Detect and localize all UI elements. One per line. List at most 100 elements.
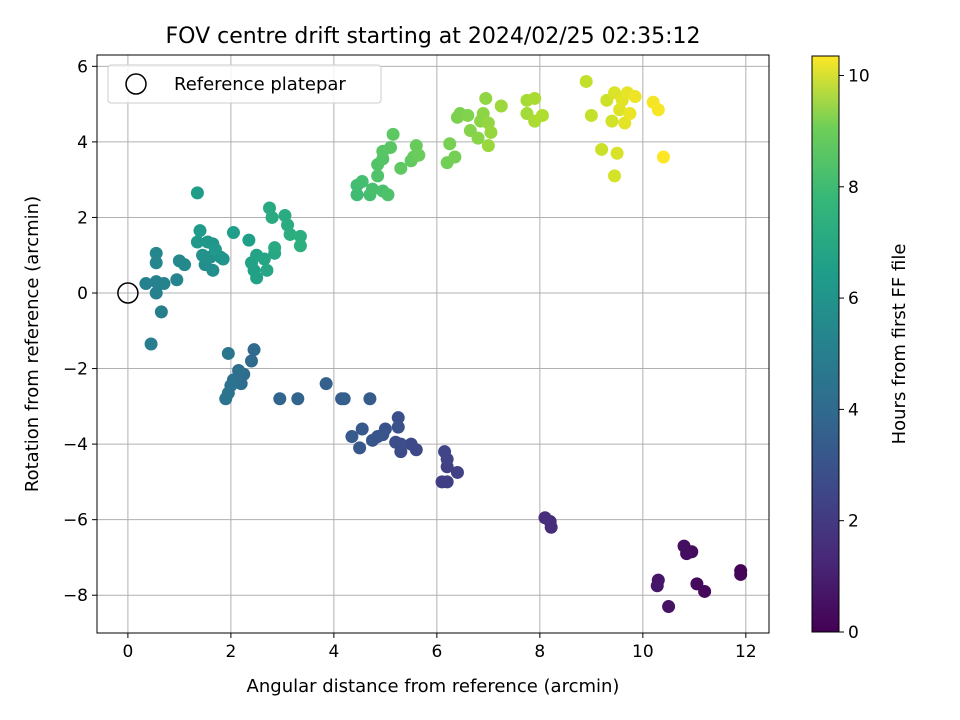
data-point (584, 108, 598, 122)
data-point (365, 433, 379, 447)
data-point (579, 74, 593, 88)
x-tick-label: 8 (534, 642, 545, 662)
colorbar-tick-label: 8 (848, 178, 859, 198)
y-tick-label: −4 (63, 435, 88, 455)
y-tick-label: 2 (77, 208, 88, 228)
data-point (734, 567, 748, 581)
y-tick-label: 6 (77, 57, 88, 77)
data-point (355, 175, 369, 189)
data-point (350, 188, 364, 202)
data-point (283, 227, 297, 241)
data-point (293, 239, 307, 253)
data-point (677, 539, 691, 553)
data-point (149, 286, 163, 300)
colorbar-tick-label: 2 (848, 512, 859, 532)
data-point (170, 273, 184, 287)
data-point (440, 475, 454, 489)
chart-title: FOV centre drift starting at 2024/02/25 … (166, 24, 701, 49)
data-point (595, 142, 609, 156)
y-tick-label: −8 (63, 586, 88, 606)
legend-reference-icon (125, 73, 147, 95)
data-point (157, 277, 171, 291)
data-point (250, 271, 264, 285)
data-point (371, 169, 385, 183)
colorbar-tick-label: 10 (848, 66, 870, 86)
data-point (345, 430, 359, 444)
grid (97, 55, 769, 633)
data-point (149, 246, 163, 260)
legend: Reference platepar (107, 64, 382, 104)
data-point (193, 224, 207, 238)
colorbar-tick-label: 0 (848, 623, 859, 643)
data-point (190, 235, 204, 249)
data-point (247, 343, 261, 357)
data-point (291, 392, 305, 406)
data-point (690, 577, 704, 591)
data-point (154, 305, 168, 319)
plot-frame (96, 54, 770, 634)
y-tick-label: 0 (77, 284, 88, 304)
data-point (273, 392, 287, 406)
data-point (461, 108, 475, 122)
x-tick-label: 6 (431, 642, 442, 662)
data-point (538, 511, 552, 525)
legend-box (107, 64, 382, 104)
x-tick-label: 4 (328, 642, 339, 662)
data-point (319, 377, 333, 391)
data-point (610, 146, 624, 160)
data-point (450, 465, 464, 479)
data-point (628, 90, 642, 104)
data-point (605, 114, 619, 128)
colorbar-gradient (811, 55, 840, 633)
x-axis-label: Angular distance from reference (arcmin) (247, 676, 620, 697)
data-point (139, 277, 153, 291)
y-tick-label: 4 (77, 133, 88, 153)
y-axis-label: Rotation from reference (arcmin) (22, 196, 43, 492)
data-point (535, 108, 549, 122)
data-point (216, 252, 230, 266)
data-point (226, 226, 240, 240)
data-point (662, 600, 676, 614)
y-tick-label: −2 (63, 360, 88, 380)
data-point (257, 252, 271, 266)
data-point (404, 437, 418, 451)
data-point (208, 243, 222, 257)
reference-marker (117, 282, 139, 304)
x-tick-label: 10 (632, 642, 654, 662)
data-point (494, 99, 508, 113)
data-point (479, 91, 493, 105)
data-point (219, 392, 233, 406)
data-point (268, 241, 282, 255)
y-tick-label: −6 (63, 511, 88, 531)
axis-ticks: 0 2 4 6 8 10 12 −8 −6 −4 −2 0 2 4 6 (63, 57, 757, 662)
data-point (365, 182, 379, 196)
data-point (623, 107, 637, 121)
data-point (608, 169, 622, 183)
data-point (650, 579, 664, 593)
colorbar-tick-label: 6 (848, 289, 859, 309)
data-point (190, 186, 204, 200)
colorbar-tick-label: 4 (848, 400, 859, 420)
colorbar-label: Hours from first FF file (889, 244, 910, 445)
data-point (391, 420, 405, 434)
data-point (394, 161, 408, 175)
data-point (206, 263, 220, 277)
data-point (656, 150, 670, 164)
x-tick-label: 12 (735, 642, 757, 662)
data-point (144, 337, 158, 351)
data-point (528, 91, 542, 105)
data-point (384, 141, 398, 155)
data-point (355, 422, 369, 436)
legend-entry-reference: Reference platepar (174, 74, 346, 95)
data-point (448, 150, 462, 164)
data-point (438, 445, 452, 459)
x-tick-label: 2 (225, 642, 236, 662)
data-point (260, 263, 274, 277)
data-point (353, 441, 367, 455)
data-point (389, 435, 403, 449)
colorbar-ticks: 0 2 4 6 8 10 (839, 66, 870, 643)
data-point (381, 188, 395, 202)
data-point (363, 392, 377, 406)
data-point (244, 354, 258, 368)
